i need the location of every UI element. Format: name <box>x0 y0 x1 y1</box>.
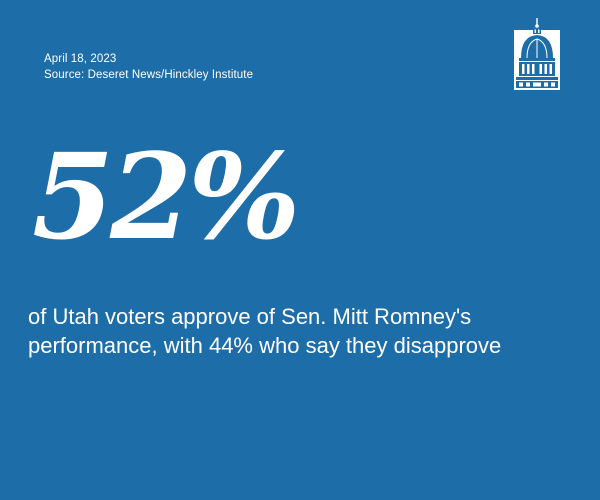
headline-stat: 52% <box>32 127 300 266</box>
date-label: April 18, 2023 <box>44 53 117 65</box>
capitol-dome-icon <box>513 18 561 92</box>
source-label: Source: Deseret News/Hinckley Institute <box>44 69 254 81</box>
meta-info: April 18, 2023 Source: Deseret News/Hinc… <box>44 51 253 83</box>
stat-description: of Utah voters approve of Sen. Mitt Romn… <box>28 304 502 358</box>
